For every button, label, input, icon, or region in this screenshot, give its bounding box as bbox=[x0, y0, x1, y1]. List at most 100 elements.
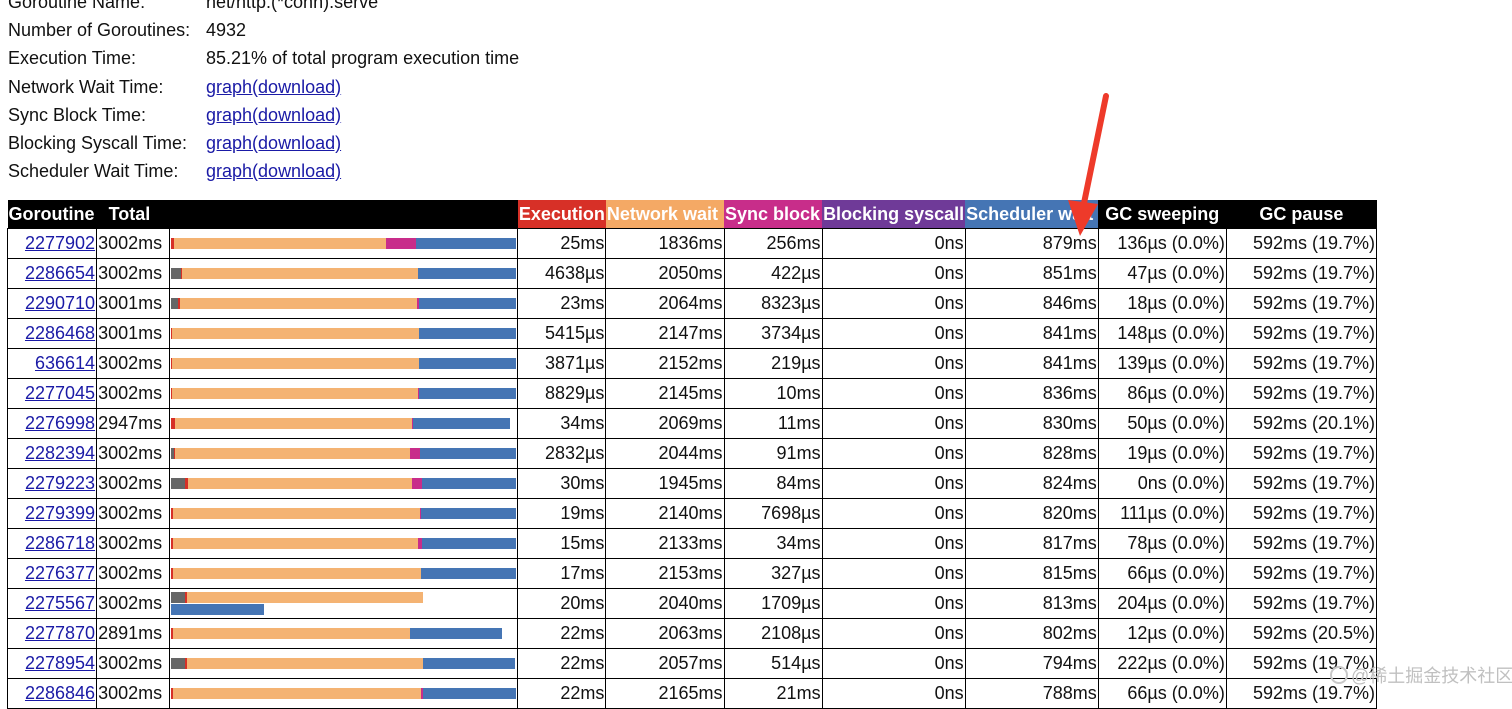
sched-cell: 788ms bbox=[964, 678, 1099, 709]
sched-bar-segment bbox=[418, 268, 517, 279]
total-cell: 3002ms bbox=[96, 258, 171, 289]
goroutine-id-link[interactable]: 2278954 bbox=[24, 653, 96, 673]
goroutine-id-link[interactable]: 2277045 bbox=[24, 383, 96, 403]
goroutine-id-link[interactable]: 2286468 bbox=[24, 323, 96, 343]
pause-cell: 592ms (19.7%) bbox=[1225, 468, 1378, 499]
breakdown-bar-cell bbox=[169, 378, 519, 409]
net-bar-segment bbox=[175, 448, 411, 459]
pause-cell: 592ms (19.7%) bbox=[1225, 318, 1378, 349]
sync-bar-segment bbox=[386, 238, 417, 249]
pause-cell: 592ms (19.7%) bbox=[1225, 378, 1378, 409]
goroutine-id-cell: 2277045 bbox=[6, 378, 98, 409]
download-link[interactable]: (download) bbox=[252, 76, 342, 97]
pause-cell: 592ms (19.7%) bbox=[1225, 558, 1378, 589]
sync-cell: 21ms bbox=[723, 678, 823, 709]
goroutine-id-link[interactable]: 2275567 bbox=[24, 593, 96, 613]
exec-bar-segment bbox=[171, 628, 174, 639]
syscall-cell: 0ns bbox=[821, 318, 966, 349]
goroutine-id-link[interactable]: 636614 bbox=[34, 353, 96, 373]
sync-cell: 84ms bbox=[723, 468, 823, 499]
info-label: Blocking Syscall Time: bbox=[8, 132, 188, 153]
goroutine-id-link[interactable]: 2277902 bbox=[24, 233, 96, 253]
goroutine-id-cell: 2276998 bbox=[6, 408, 98, 439]
goroutine-id-link[interactable]: 2277870 bbox=[24, 623, 96, 643]
exec-bar-segment bbox=[171, 388, 173, 399]
sync-cell: 219µs bbox=[723, 348, 823, 379]
graph-link[interactable]: graph bbox=[206, 76, 253, 97]
sched-cell: 828ms bbox=[964, 438, 1099, 469]
sync-cell: 327µs bbox=[723, 558, 823, 589]
sweep-cell: 204µs (0.0%) bbox=[1097, 588, 1227, 619]
exec-cell: 23ms bbox=[517, 288, 607, 319]
sched-bar-segment bbox=[423, 658, 516, 669]
exec-bar-segment bbox=[185, 658, 188, 669]
sync-cell: 3734µs bbox=[723, 318, 823, 349]
goroutine-id-link[interactable]: 2286718 bbox=[24, 533, 96, 553]
download-link[interactable]: (download) bbox=[252, 161, 342, 182]
goroutine-id-link[interactable]: 2290710 bbox=[24, 293, 96, 313]
pause-cell: 592ms (19.7%) bbox=[1225, 438, 1378, 469]
graph-link[interactable]: graph bbox=[206, 161, 253, 182]
goroutine-id-cell: 2290710 bbox=[6, 288, 98, 319]
gc-bar-segment bbox=[171, 658, 186, 669]
goroutine-id-link[interactable]: 2286654 bbox=[24, 263, 96, 283]
table-row: 2282394 3002ms 2832µs 2044ms 91ms 0ns 828ms 19µ… bbox=[6, 438, 1378, 469]
goroutine-id-cell: 2286718 bbox=[6, 528, 98, 559]
sched-bar-segment bbox=[419, 328, 517, 339]
total-cell: 3002ms bbox=[96, 348, 171, 379]
net-bar-segment bbox=[174, 238, 387, 249]
goroutine-id-link[interactable]: 2279223 bbox=[24, 473, 96, 493]
net-cell: 2152ms bbox=[605, 348, 725, 379]
sweep-cell: 47µs (0.0%) bbox=[1097, 258, 1227, 289]
sched-bar-segment bbox=[421, 508, 517, 519]
column-header: Network wait bbox=[605, 200, 724, 229]
table-row: 2286846 3002ms 22ms 2165ms 21ms 0ns 788ms 66µs … bbox=[6, 678, 1378, 709]
graph-link[interactable]: graph bbox=[206, 104, 253, 125]
sweep-cell: 136µs (0.0%) bbox=[1097, 228, 1227, 259]
sync-cell: 8323µs bbox=[723, 288, 823, 319]
sched-bar-segment bbox=[422, 478, 517, 489]
column-header: Scheduler wait bbox=[965, 200, 1099, 229]
syscall-cell: 0ns bbox=[821, 648, 966, 679]
info-value: 85.21% of total program execution time bbox=[206, 48, 520, 69]
watermark-text: @稀土掘金技术社区 bbox=[1351, 666, 1512, 686]
net-bar-segment bbox=[173, 628, 411, 639]
total-cell: 3002ms bbox=[96, 528, 171, 559]
sync-bar-segment bbox=[418, 538, 423, 549]
download-link[interactable]: (download) bbox=[252, 132, 342, 153]
sync-bar-segment bbox=[410, 448, 421, 459]
column-header: Sync block bbox=[724, 200, 823, 229]
info-label: Network Wait Time: bbox=[8, 76, 164, 97]
total-cell: 3002ms bbox=[96, 558, 171, 589]
net-bar-segment bbox=[172, 358, 420, 369]
sched-cell: 817ms bbox=[964, 528, 1099, 559]
exec-bar-segment bbox=[174, 448, 176, 459]
goroutine-id-link[interactable]: 2276998 bbox=[24, 413, 96, 433]
goroutine-id-cell: 2286654 bbox=[6, 258, 98, 289]
download-link[interactable]: (download) bbox=[252, 104, 342, 125]
sched-bar-segment bbox=[416, 238, 517, 249]
sched-cell: 794ms bbox=[964, 648, 1099, 679]
breakdown-bar-cell bbox=[169, 408, 519, 439]
exec-bar-segment bbox=[178, 298, 181, 309]
goroutine-id-link[interactable]: 2282394 bbox=[24, 443, 96, 463]
info-row: Sync Block Time: graph (download) bbox=[8, 101, 519, 129]
syscall-cell: 0ns bbox=[821, 618, 966, 649]
net-bar-segment bbox=[172, 328, 420, 339]
syscall-cell: 0ns bbox=[821, 258, 966, 289]
net-cell: 2145ms bbox=[605, 378, 725, 409]
goroutine-id-link[interactable]: 2276377 bbox=[24, 563, 96, 583]
goroutine-id-link[interactable]: 2286846 bbox=[24, 683, 96, 703]
breakdown-bar-cell bbox=[169, 438, 519, 469]
sched-bar-segment bbox=[171, 604, 265, 615]
goroutine-id-cell: 2277870 bbox=[6, 618, 98, 649]
sched-cell: 836ms bbox=[964, 378, 1099, 409]
exec-bar-segment bbox=[185, 592, 188, 603]
goroutine-id-cell: 2279399 bbox=[6, 498, 98, 529]
syscall-cell: 0ns bbox=[821, 288, 966, 319]
exec-cell: 25ms bbox=[517, 228, 607, 259]
goroutine-id-link[interactable]: 2279399 bbox=[24, 503, 96, 523]
net-bar-segment bbox=[173, 508, 421, 519]
breakdown-bar-cell bbox=[169, 468, 519, 499]
graph-link[interactable]: graph bbox=[206, 132, 253, 153]
